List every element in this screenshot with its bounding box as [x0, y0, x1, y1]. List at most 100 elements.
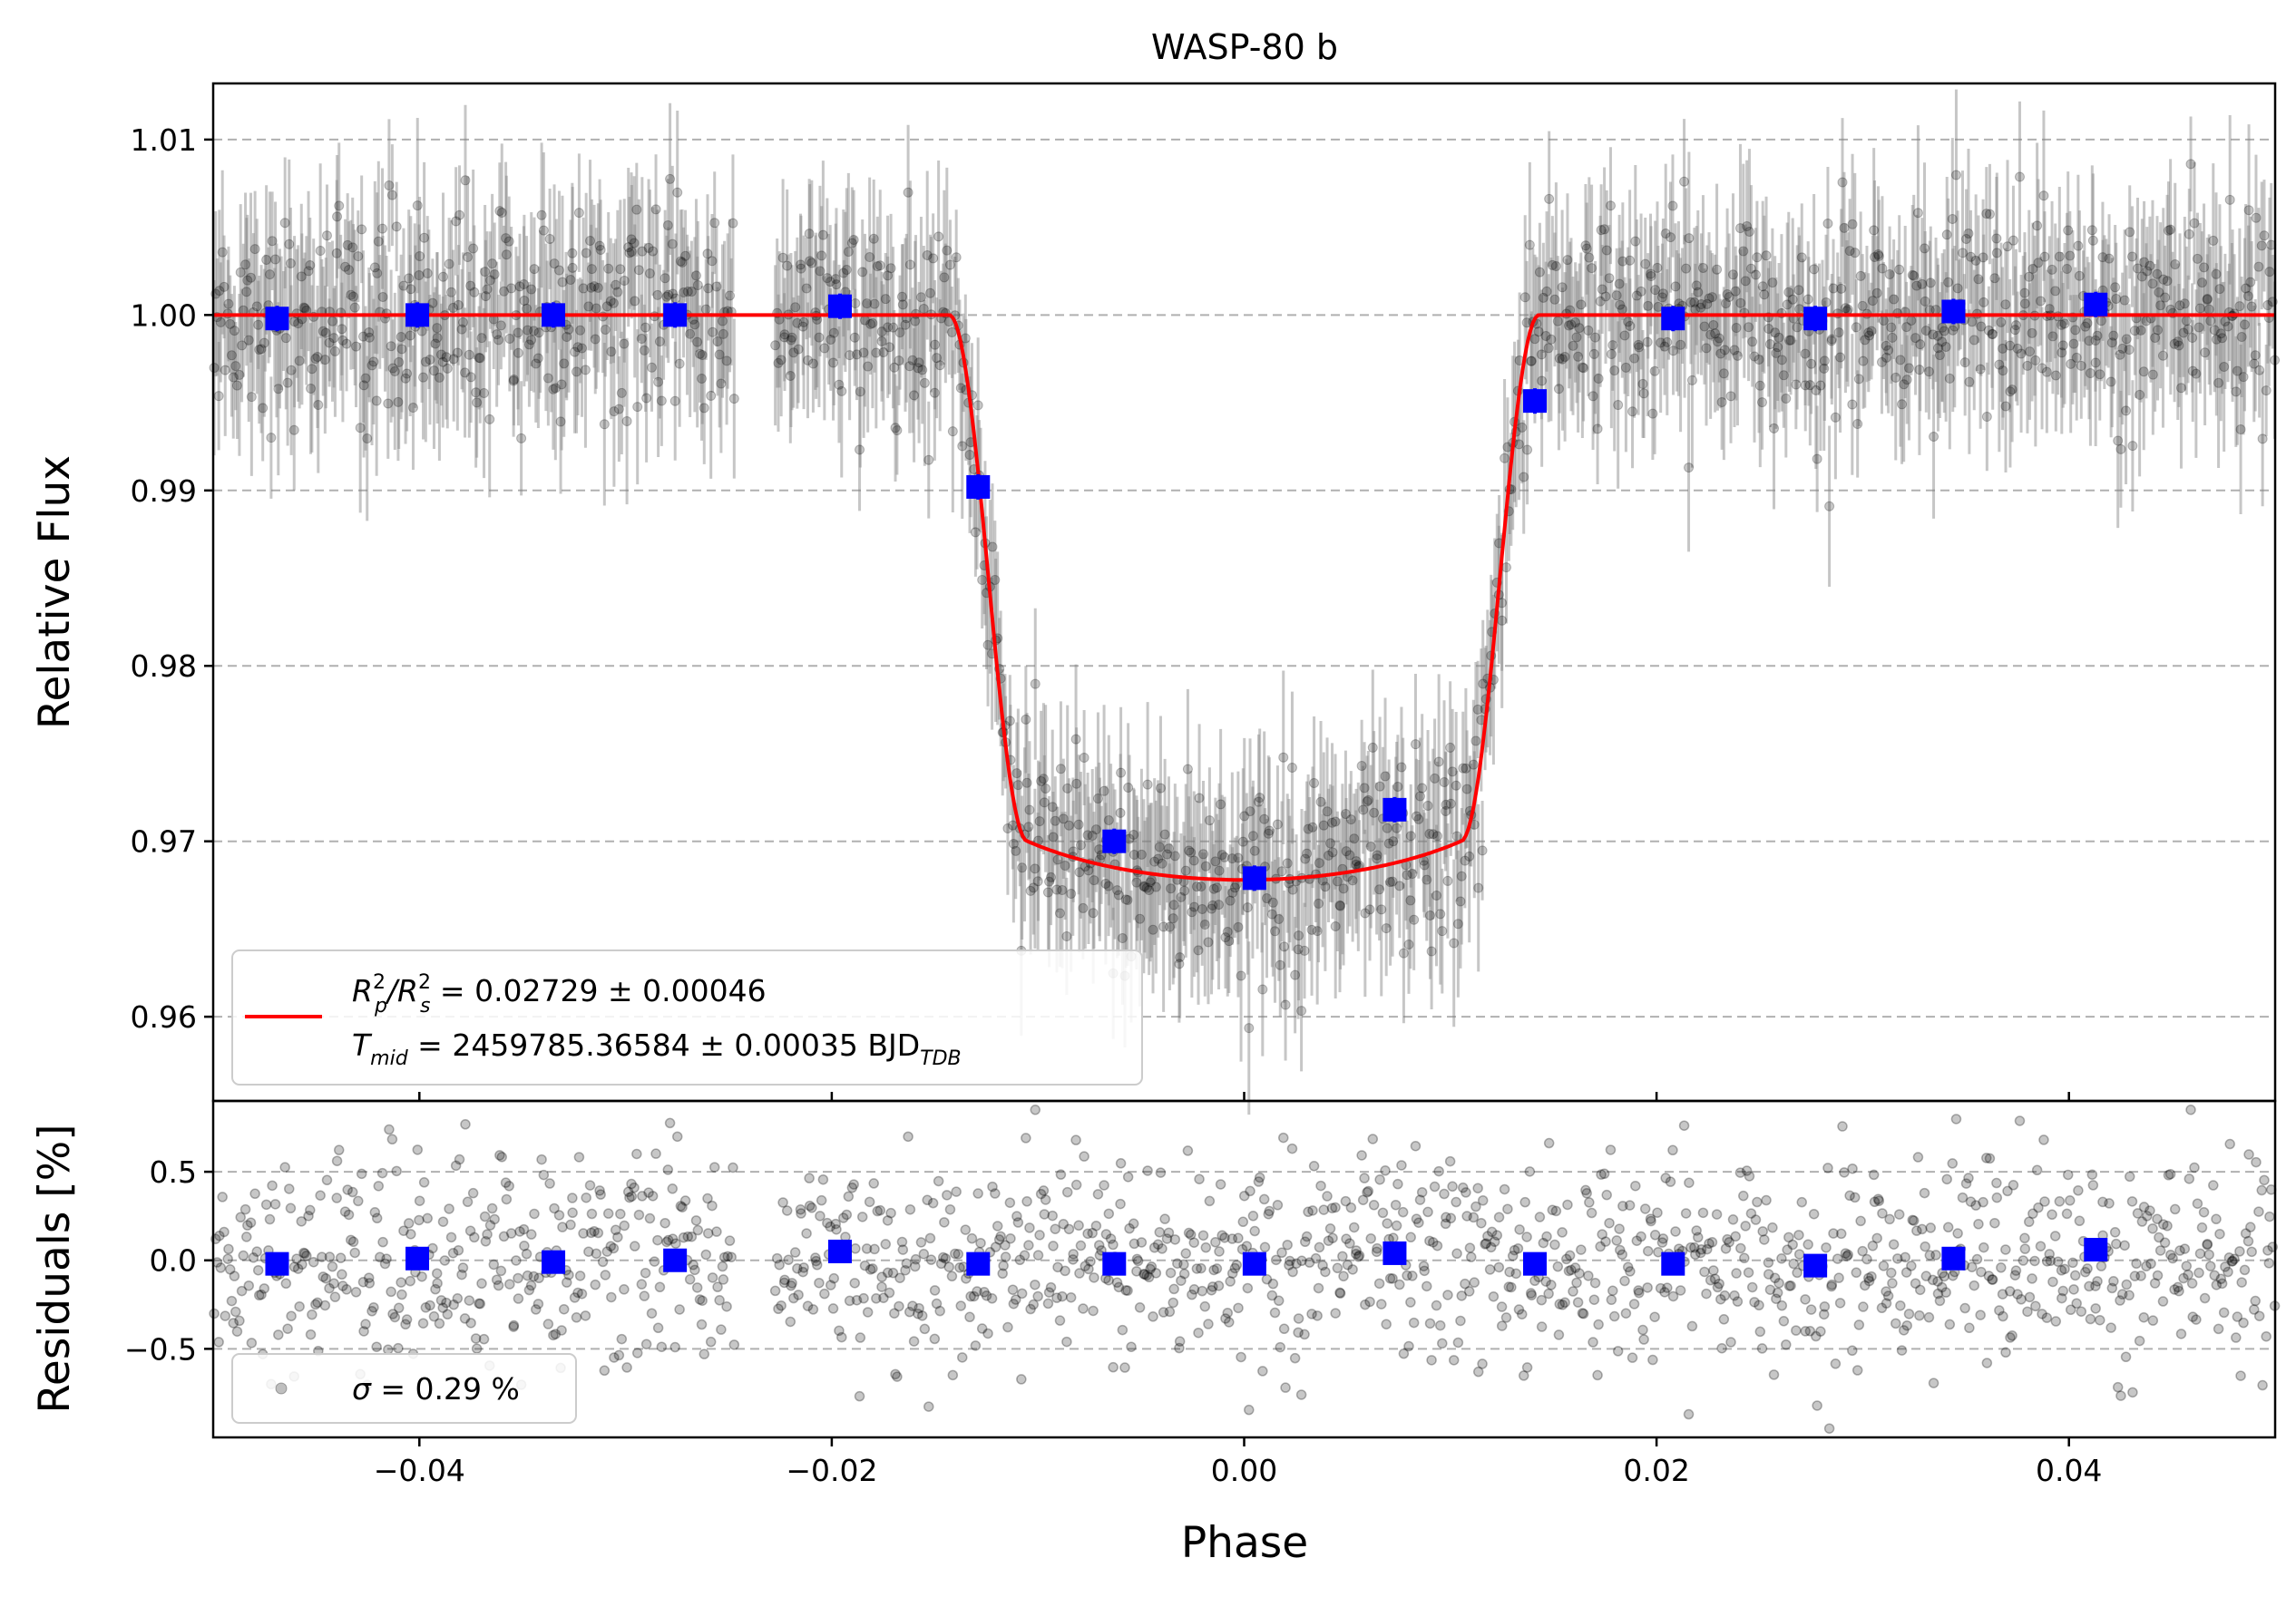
residual-point	[1782, 1244, 1793, 1255]
residual-point	[259, 1283, 270, 1294]
residual-point	[1741, 1165, 1753, 1176]
flux-point	[2024, 346, 2035, 357]
flux-point	[955, 383, 966, 394]
residual-point	[1778, 1316, 1790, 1327]
flux-point	[914, 357, 924, 368]
flux-point	[828, 327, 839, 338]
residual-point	[1839, 1167, 1850, 1178]
flux-point	[600, 324, 611, 335]
residual-point	[1695, 1244, 1707, 1255]
residual-point	[1032, 1250, 1044, 1261]
residual-point	[702, 1193, 713, 1204]
flux-point	[1929, 431, 1939, 442]
residual-point	[400, 1319, 411, 1330]
flux-point	[1519, 472, 1529, 482]
binned-residual-point	[1661, 1251, 1685, 1276]
flux-point	[1998, 343, 2008, 354]
flux-point	[692, 279, 703, 290]
residual-point	[581, 1192, 591, 1203]
flux-point	[1526, 355, 1537, 366]
residual-point	[937, 1251, 949, 1263]
residual-point	[1146, 1261, 1158, 1272]
flux-point	[2235, 424, 2246, 435]
residual-point	[2164, 1168, 2176, 1180]
residual-point	[631, 1348, 643, 1358]
residual-point	[827, 1303, 839, 1314]
residual-point	[1308, 1161, 1320, 1172]
residual-point	[403, 1218, 415, 1229]
residual-point	[357, 1276, 369, 1288]
binned-residual-point	[542, 1250, 566, 1274]
flux-point	[2041, 366, 2052, 377]
residual-point	[1145, 1263, 1156, 1275]
residual-point	[1061, 1336, 1072, 1348]
residual-point	[2189, 1162, 2200, 1173]
flux-point	[1876, 356, 1887, 367]
residual-point	[1878, 1261, 1890, 1271]
residual-point	[526, 1229, 537, 1240]
flux-point	[2147, 369, 2158, 380]
residual-point	[1783, 1232, 1794, 1243]
flux-point	[1858, 355, 1869, 366]
residual-point	[2008, 1180, 2019, 1191]
residual-point	[328, 1278, 339, 1289]
flux-point	[939, 272, 950, 283]
flux-point	[1425, 910, 1436, 920]
residual-point	[874, 1204, 885, 1216]
residual-point	[876, 1281, 887, 1292]
residual-point	[305, 1329, 317, 1340]
flux-point	[355, 423, 366, 433]
flux-point	[699, 403, 709, 414]
flux-point	[1061, 931, 1072, 942]
residual-point	[1637, 1324, 1648, 1336]
flux-point	[1414, 791, 1425, 802]
residual-point	[2033, 1202, 2044, 1213]
residual-point	[1685, 1242, 1696, 1253]
residual-point	[951, 1186, 962, 1197]
flux-point	[1891, 372, 1901, 383]
flux-point	[1684, 233, 1695, 244]
flux-point	[1294, 930, 1304, 941]
residual-point	[869, 1243, 880, 1255]
flux-point	[1428, 829, 1439, 840]
flux-point	[1445, 742, 1456, 753]
flux-point	[1944, 373, 1955, 384]
residual-point	[489, 1213, 500, 1225]
residual-point	[1360, 1299, 1371, 1310]
residual-point	[1134, 1302, 1146, 1313]
flux-point	[351, 341, 362, 352]
flux-point	[1381, 923, 1392, 934]
residual-point	[1927, 1274, 1939, 1286]
flux-point	[1934, 350, 1945, 361]
flux-point	[586, 264, 597, 275]
residual-point	[774, 1259, 785, 1271]
flux-point	[463, 251, 474, 262]
flux-point	[482, 284, 493, 295]
residual-point	[2022, 1306, 2033, 1318]
residual-point	[2138, 1311, 2149, 1323]
residual-point	[571, 1312, 582, 1323]
flux-point	[1712, 336, 1723, 347]
flux-point	[636, 334, 647, 345]
residual-point	[356, 1168, 367, 1180]
flux-point	[1577, 362, 1588, 373]
residual-point	[269, 1199, 281, 1210]
residual-point	[1646, 1215, 1656, 1227]
flux-point	[1433, 756, 1444, 767]
flux-point	[1554, 353, 1565, 364]
flux-point	[1689, 297, 1700, 307]
flux-point	[1128, 850, 1139, 861]
residual-point	[1557, 1227, 1568, 1238]
residual-point	[1466, 1251, 1477, 1262]
flux-point	[296, 271, 307, 282]
residual-point	[929, 1333, 941, 1345]
residual-point	[885, 1207, 896, 1219]
residual-point	[1078, 1303, 1089, 1314]
flux-point	[549, 258, 560, 269]
residual-point	[915, 1237, 927, 1248]
residual-point	[931, 1298, 943, 1310]
residual-point	[1538, 1237, 1549, 1249]
residual-point	[678, 1232, 689, 1243]
flux-point	[1078, 902, 1089, 913]
flux-point	[2208, 235, 2219, 246]
